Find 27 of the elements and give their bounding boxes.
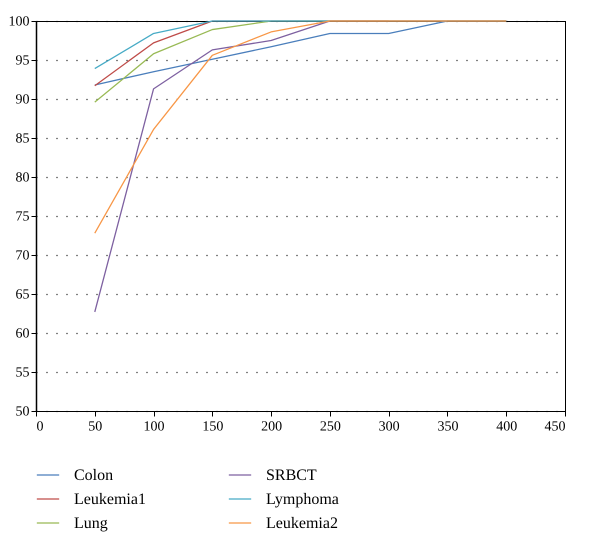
legend-label: Lung [74, 515, 108, 532]
y-tick-label: 70 [16, 248, 30, 264]
y-tick-label: 95 [16, 54, 30, 68]
legend-label: SRBCT [266, 467, 317, 484]
x-tick-label: 50 [88, 420, 102, 434]
y-tick-label: 90 [16, 92, 30, 108]
y-tick-label: 100 [8, 14, 30, 30]
x-tick-label: 100 [144, 420, 165, 434]
x-tick-label: 300 [378, 420, 400, 434]
legend-label: Lymphoma [266, 491, 339, 508]
x-tick-label: 350 [437, 420, 458, 434]
x-tick-label: 450 [544, 420, 566, 434]
y-tick-label: 65 [16, 288, 30, 302]
x-tick-label: 250 [320, 420, 341, 434]
x-tick-label: 200 [261, 420, 282, 434]
x-tick-label: 400 [496, 420, 518, 434]
y-tick-label: 80 [16, 170, 30, 186]
y-tick-label: 85 [16, 132, 30, 146]
x-tick-label: 150 [202, 420, 224, 434]
y-tick-label: 60 [16, 326, 30, 342]
y-tick-label: 75 [16, 210, 30, 224]
legend-label: Leukemia1 [74, 491, 146, 508]
y-tick-label: 50 [16, 404, 30, 420]
x-tick-label: 0 [36, 420, 44, 434]
y-tick-label: 55 [16, 366, 30, 380]
legend-label: Leukemia2 [266, 515, 338, 532]
legend-label: Colon [74, 467, 114, 484]
